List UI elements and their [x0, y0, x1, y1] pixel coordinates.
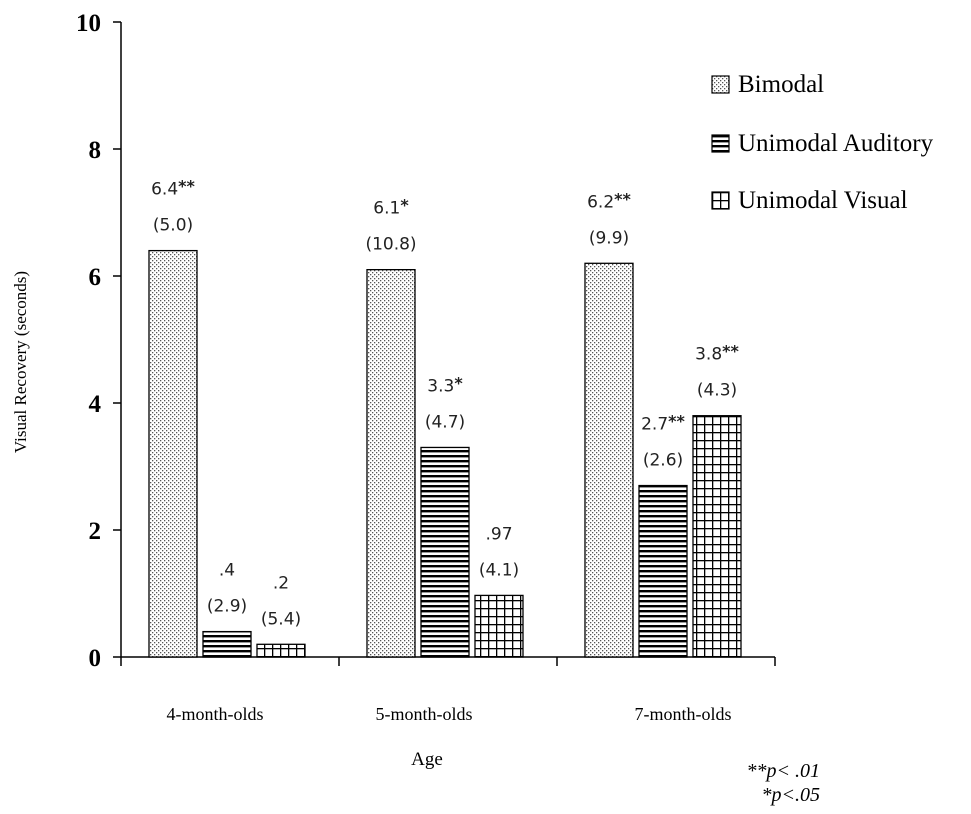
value-label: 6.4**: [151, 177, 195, 200]
sd-label: (2.9): [207, 597, 247, 617]
x-tick-label: 5-month-olds: [376, 704, 473, 724]
bar: [202, 630, 252, 658]
bar: [148, 249, 198, 658]
y-tick-label: 2: [89, 518, 102, 545]
y-tick-label: 4: [89, 391, 102, 418]
axes: 0 2 4 6 8 10 4-month-olds 5-month-olds 7-month-o…: [76, 10, 776, 724]
bar: [584, 262, 634, 658]
sd-label: (2.6): [643, 451, 683, 471]
y-axis-label: Visual Recovery (seconds): [11, 271, 30, 453]
y-tick-label: 10: [76, 10, 101, 37]
legend-swatch: [711, 191, 730, 210]
sd-label: (10.8): [365, 235, 416, 255]
bar: [692, 415, 742, 658]
legend-swatch: [711, 134, 730, 153]
value-label: .2: [273, 573, 289, 593]
note: *p<.05: [762, 784, 821, 806]
x-tick-label: 7-month-olds: [635, 704, 732, 724]
sd-label: (4.1): [479, 560, 519, 580]
value-label: 6.1*: [373, 196, 409, 219]
bar: [256, 643, 306, 658]
bar: [474, 594, 524, 658]
sd-label: (4.3): [697, 381, 737, 401]
legend-swatch: [711, 75, 730, 94]
value-label: 2.7**: [641, 412, 685, 435]
bar: [420, 446, 470, 658]
sd-label: (5.0): [153, 216, 193, 236]
x-axis-label: Age: [411, 749, 443, 770]
legend-label: Unimodal Visual: [738, 187, 908, 214]
legend-label: Unimodal Auditory: [738, 130, 934, 157]
significance-notes: **p< .01*p<.05: [747, 760, 821, 806]
sd-label: (9.9): [589, 228, 629, 248]
y-tick-label: 6: [89, 264, 102, 291]
sd-label: (5.4): [261, 609, 301, 629]
bar: [366, 268, 416, 658]
sd-label: (4.7): [425, 412, 465, 432]
bars: [148, 249, 742, 658]
value-label: .97: [485, 524, 512, 544]
note: **p< .01: [747, 760, 821, 782]
y-tick-label: 0: [89, 645, 102, 672]
bar-labels: 6.4** (5.0) 6.1* (10.8) 6.2** (9.9) .4 (2.9) 3.3…: [151, 177, 739, 630]
x-tick-label: 4-month-olds: [167, 704, 264, 724]
value-label: 3.8**: [695, 342, 739, 365]
y-tick-label: 8: [89, 137, 102, 164]
value-label: 6.2**: [587, 189, 631, 212]
legend-label: Bimodal: [738, 71, 824, 98]
value-label: 3.3*: [427, 373, 463, 396]
bar: [638, 484, 688, 658]
legend: Bimodal Unimodal Auditory Unimodal Visual: [711, 71, 934, 214]
value-label: .4: [219, 561, 235, 581]
